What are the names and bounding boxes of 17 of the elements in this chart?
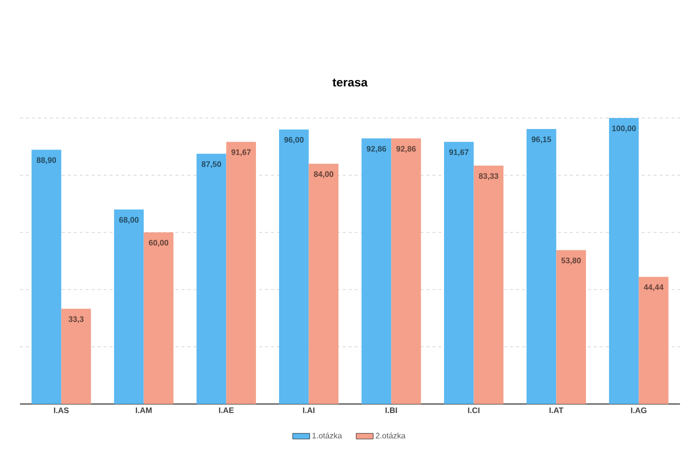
bar xyxy=(444,142,474,404)
bar xyxy=(32,150,62,404)
bar xyxy=(391,138,421,404)
bar xyxy=(61,308,91,404)
bar xyxy=(196,154,226,404)
chart-title: terasa xyxy=(332,78,368,86)
bar xyxy=(226,142,256,404)
bar xyxy=(114,210,144,404)
bar xyxy=(609,118,639,404)
bar xyxy=(556,250,586,404)
bar xyxy=(279,129,309,404)
bar xyxy=(474,166,504,404)
bar xyxy=(308,164,338,404)
bar xyxy=(526,129,556,404)
bar xyxy=(638,276,668,404)
bar xyxy=(362,138,392,404)
bar xyxy=(144,232,174,404)
